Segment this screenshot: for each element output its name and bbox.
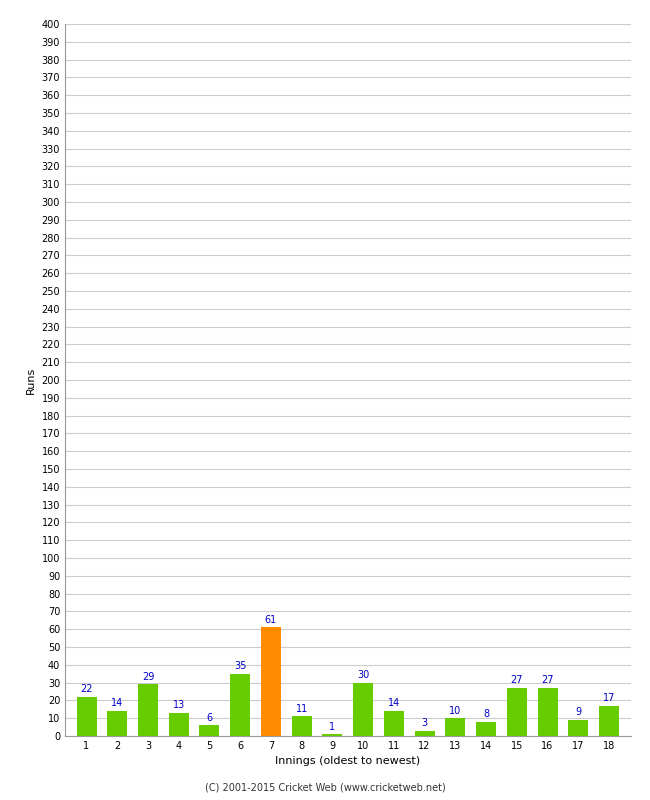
Text: 1: 1 <box>330 722 335 731</box>
Bar <box>322 734 343 736</box>
Text: 9: 9 <box>575 707 581 718</box>
Y-axis label: Runs: Runs <box>26 366 36 394</box>
Bar <box>200 726 220 736</box>
Text: 14: 14 <box>111 698 124 709</box>
Text: 35: 35 <box>234 661 246 671</box>
Bar <box>476 722 496 736</box>
Text: 13: 13 <box>173 700 185 710</box>
Bar <box>77 697 96 736</box>
Bar <box>292 717 311 736</box>
Bar <box>107 711 127 736</box>
Bar <box>353 682 373 736</box>
Bar <box>138 684 158 736</box>
Bar <box>384 711 404 736</box>
X-axis label: Innings (oldest to newest): Innings (oldest to newest) <box>275 757 421 766</box>
Bar <box>445 718 465 736</box>
Bar <box>599 706 619 736</box>
Bar <box>507 688 526 736</box>
Bar <box>415 730 435 736</box>
Text: 30: 30 <box>357 670 369 680</box>
Bar <box>538 688 558 736</box>
Text: 61: 61 <box>265 614 277 625</box>
Text: 8: 8 <box>483 709 489 719</box>
Text: 27: 27 <box>541 675 554 686</box>
Text: 11: 11 <box>296 704 307 714</box>
Bar <box>261 627 281 736</box>
Text: (C) 2001-2015 Cricket Web (www.cricketweb.net): (C) 2001-2015 Cricket Web (www.cricketwe… <box>205 782 445 792</box>
Text: 27: 27 <box>510 675 523 686</box>
Bar <box>169 713 188 736</box>
Text: 29: 29 <box>142 672 154 682</box>
Text: 14: 14 <box>388 698 400 709</box>
Text: 6: 6 <box>207 713 213 722</box>
Text: 10: 10 <box>449 706 462 715</box>
Bar <box>230 674 250 736</box>
Bar <box>568 720 588 736</box>
Text: 22: 22 <box>80 684 93 694</box>
Text: 3: 3 <box>421 718 428 728</box>
Text: 17: 17 <box>603 693 615 703</box>
